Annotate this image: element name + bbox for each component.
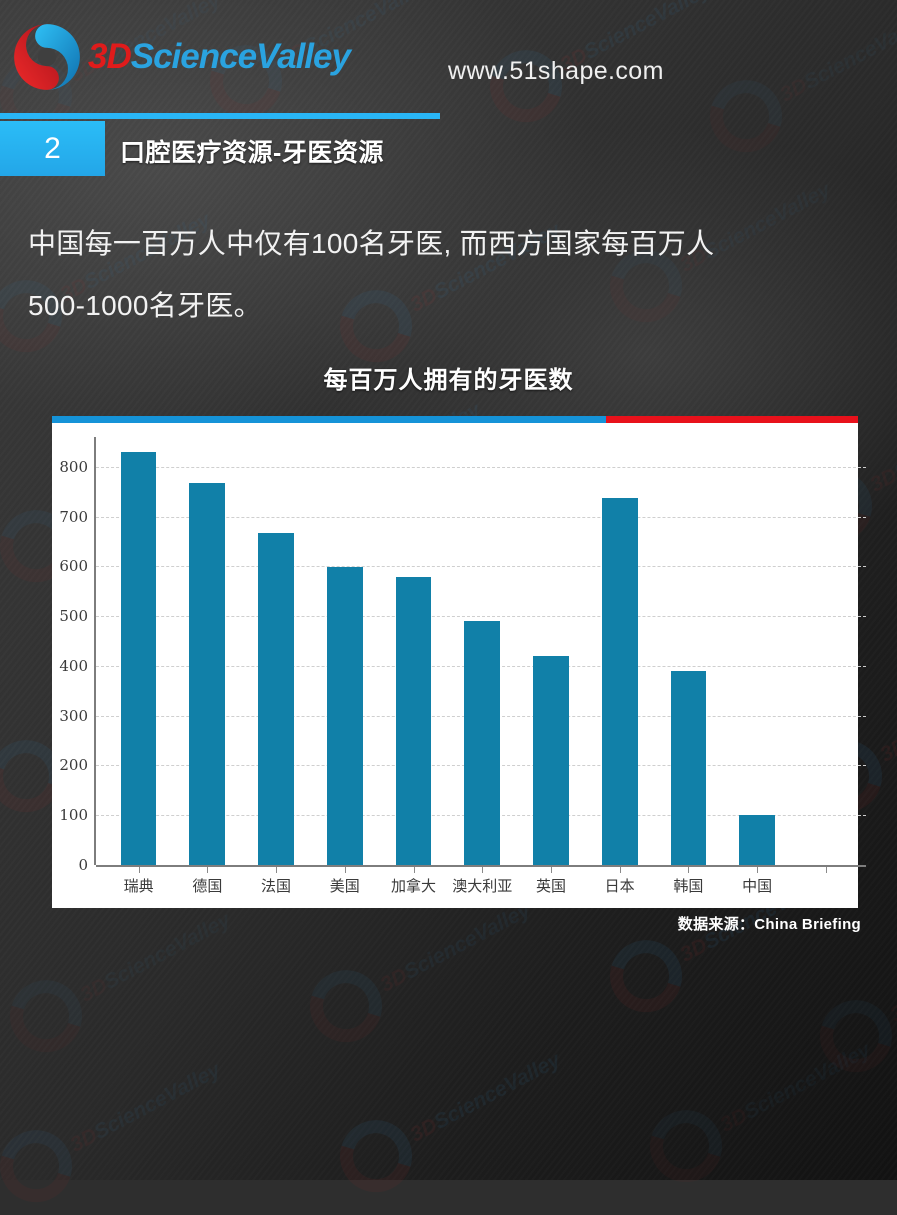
x-axis-tick (276, 867, 278, 873)
logo-text-sciencevalley: ScienceValley (130, 37, 351, 76)
x-axis-tick-label: 加拿大 (391, 878, 437, 895)
x-axis-line (96, 865, 866, 867)
y-axis-tick-label: 300 (59, 706, 88, 725)
x-axis-tick-label: 英国 (535, 878, 566, 895)
brand-logo: 3D ScienceValley (12, 22, 351, 92)
bar (670, 670, 707, 865)
gridline (96, 566, 866, 568)
y-axis-tick-label: 600 (59, 557, 88, 576)
y-axis-tick-label: 400 (59, 656, 88, 675)
body-line-1: 中国每一百万人中仅有100名牙医, 而西方国家每百万人 (28, 228, 715, 259)
bar (120, 451, 157, 865)
logo-text-3d: 3D (88, 37, 132, 76)
x-axis-tick (207, 867, 209, 873)
page-header: 3D ScienceValley www.51shape.com (0, 0, 897, 108)
chart-title: 每百万人拥有的牙医数 (323, 367, 574, 394)
accent-bar-blue (52, 416, 606, 423)
x-axis-tick-label: 美国 (329, 878, 360, 895)
gridline (96, 616, 866, 618)
gridline (96, 466, 866, 468)
source-note: 数据来源：China Briefing (677, 916, 861, 933)
bar (395, 577, 432, 865)
x-axis-tick-label: 德国 (192, 878, 223, 895)
bar (258, 532, 294, 865)
body-line-2: 500-1000名牙医。 (28, 290, 262, 321)
x-axis-tick (550, 867, 552, 873)
section-rule (0, 113, 440, 119)
y-axis-line (94, 437, 96, 865)
y-axis-tick-label: 800 (59, 457, 88, 476)
chart-accent-bar (52, 416, 858, 423)
plot-area: 0 100 200 300 400 500 600 700 800 瑞典 德国 法国 美国 加拿大 澳大利亚… (52, 423, 866, 908)
bar (464, 621, 501, 865)
bar (326, 567, 363, 865)
x-axis-tick (619, 867, 621, 873)
accent-bar-red (606, 416, 858, 423)
x-axis-tick-label: 澳大利亚 (452, 878, 513, 895)
y-axis-tick-label: 700 (59, 507, 88, 526)
section-title: 口腔医疗资源-牙医资源 (120, 139, 384, 167)
x-axis-tick (413, 867, 415, 873)
x-axis-tick-label: 瑞典 (123, 878, 154, 895)
bar (189, 483, 226, 865)
x-axis-tick (825, 867, 827, 873)
x-axis-tick-label: 日本 (604, 878, 635, 895)
bar (533, 656, 569, 865)
x-axis-tick (757, 867, 759, 873)
x-axis-tick (482, 867, 484, 873)
x-axis-tick (688, 867, 690, 873)
x-axis-tick (344, 867, 346, 873)
chart-panel: 0 100 200 300 400 500 600 700 800 瑞典 德国 法国 美国 加拿大 澳大利亚… (52, 416, 866, 908)
bar (601, 498, 638, 865)
bar (739, 815, 776, 865)
y-axis-tick-label: 500 (59, 607, 88, 626)
y-axis-tick-label: 200 (59, 756, 88, 775)
y-axis-tick-label: 100 (59, 806, 88, 825)
y-axis-tick-label: 0 (78, 856, 88, 874)
x-axis-tick-label: 韩国 (673, 878, 704, 895)
spiral-logo-icon (14, 24, 80, 90)
x-axis-tick (138, 867, 140, 873)
site-url[interactable]: www.51shape.com (448, 57, 664, 85)
x-axis-tick-label: 中国 (742, 878, 773, 895)
body-copy: 中国每一百万人中仅有100名牙医, 而西方国家每百万人 500-1000名牙医。 (28, 213, 868, 337)
x-axis-tick-label: 法国 (261, 878, 292, 895)
section-number-badge: 2 (0, 121, 105, 176)
gridline (96, 516, 866, 518)
